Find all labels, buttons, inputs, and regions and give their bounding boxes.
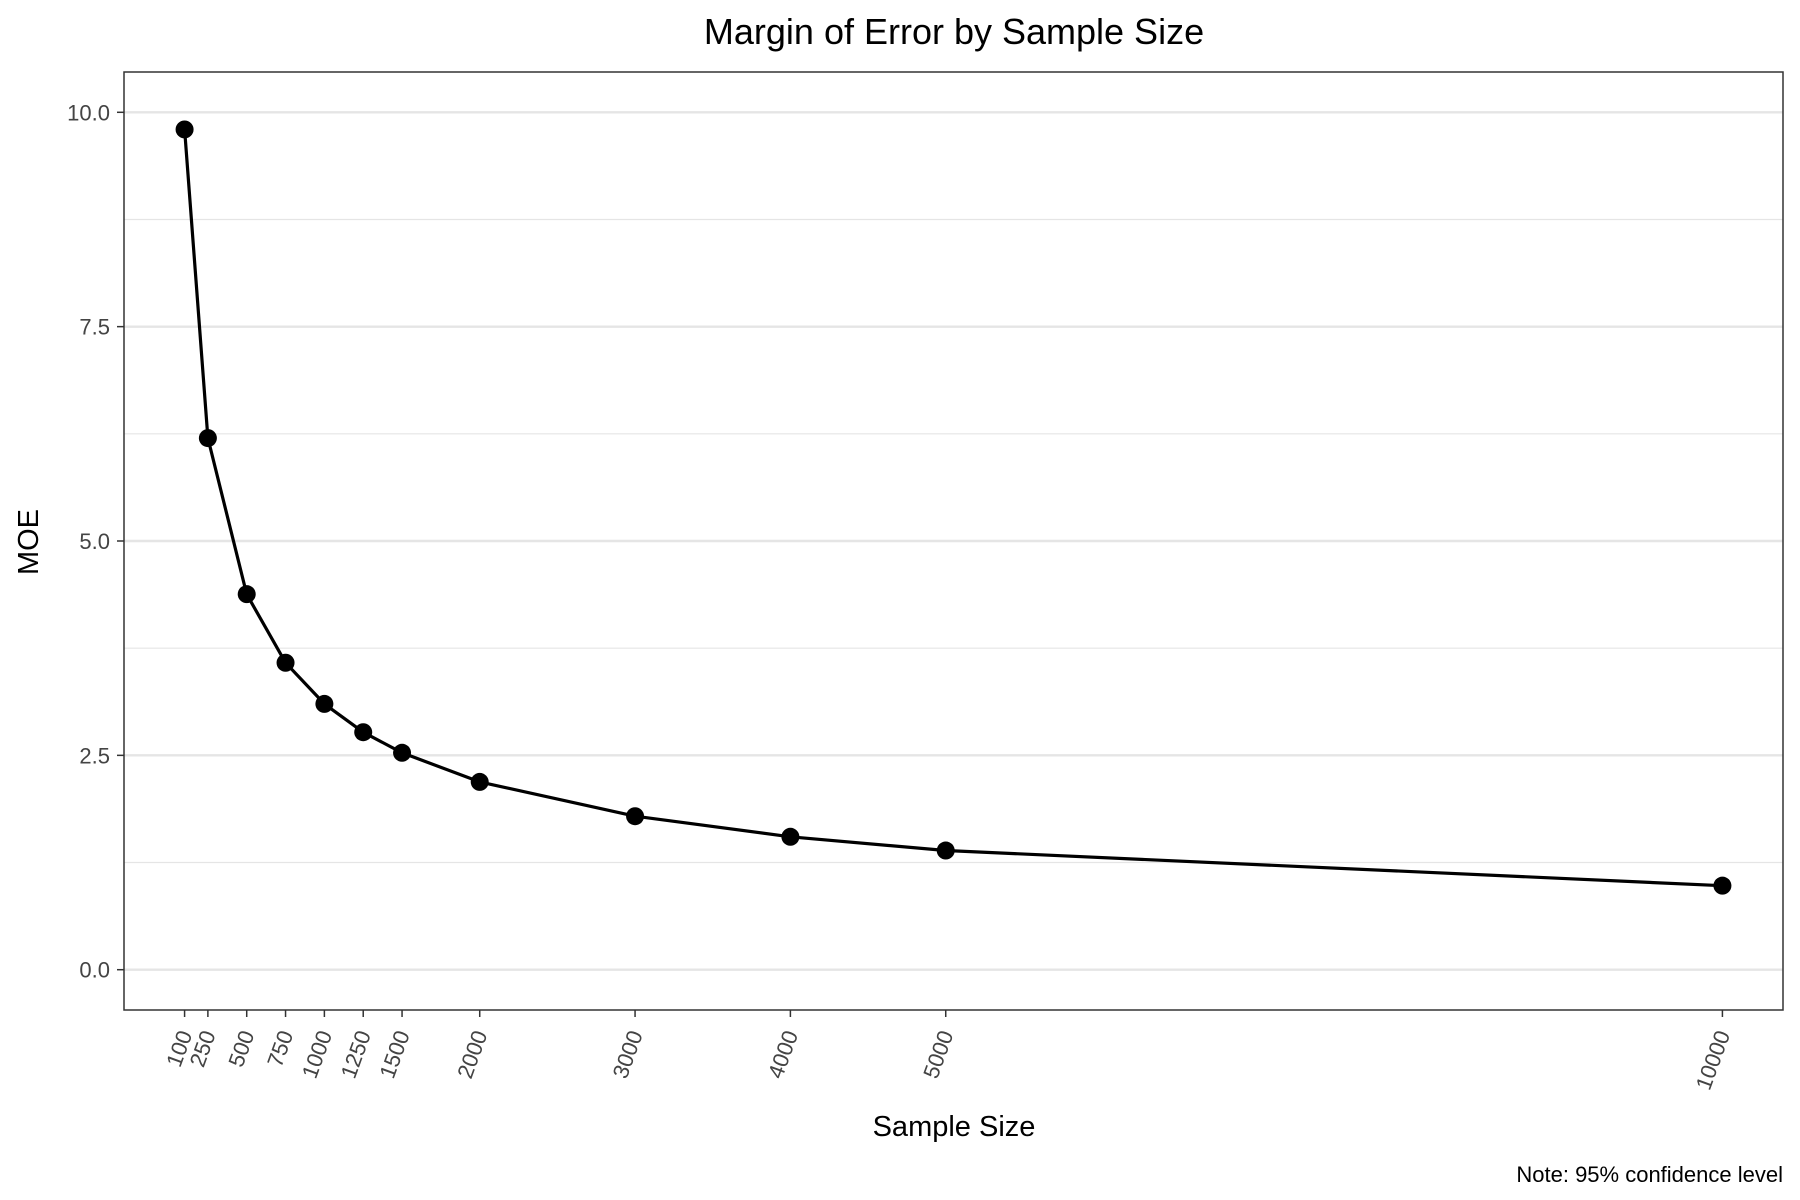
x-tick-label: 3000 (608, 1027, 648, 1082)
y-axis: 0.0 2.5 5.0 7.5 10.0 (67, 100, 124, 983)
y-tick-label: 5.0 (79, 529, 110, 554)
data-point (781, 827, 800, 846)
data-point (175, 120, 194, 139)
x-tick-label: 1500 (375, 1027, 415, 1082)
data-point (276, 653, 295, 672)
data-point (936, 841, 955, 860)
chart-title: Margin of Error by Sample Size (704, 11, 1204, 52)
y-tick-label: 0.0 (79, 958, 110, 983)
data-point (470, 772, 489, 791)
x-tick-label: 1250 (336, 1027, 376, 1082)
x-tick-label: 750 (262, 1027, 298, 1070)
chart-caption: Note: 95% confidence level (1516, 1162, 1783, 1187)
series (183, 129, 1723, 888)
y-tick-label: 2.5 (79, 743, 110, 768)
data-point (198, 429, 217, 448)
x-tick-label: 5000 (918, 1027, 958, 1082)
x-tick-label: 1000 (297, 1027, 337, 1082)
data-point (393, 743, 412, 762)
gridlines (124, 111, 1783, 971)
x-tick-label: 10000 (1691, 1027, 1735, 1093)
series-line (183, 129, 1723, 888)
x-tick-label: 2000 (452, 1027, 492, 1082)
data-point (1713, 876, 1732, 895)
data-point (626, 807, 645, 826)
data-point (237, 585, 256, 604)
y-tick-label: 10.0 (67, 100, 110, 125)
y-axis-title: MOE (13, 509, 45, 575)
data-point (354, 723, 373, 742)
x-tick-label: 4000 (763, 1027, 803, 1082)
y-tick-label: 7.5 (79, 315, 110, 340)
x-tick-label: 500 (223, 1027, 259, 1070)
data-point (315, 694, 334, 713)
series-points (175, 120, 1732, 895)
x-axis-title: Sample Size (873, 1111, 1036, 1143)
